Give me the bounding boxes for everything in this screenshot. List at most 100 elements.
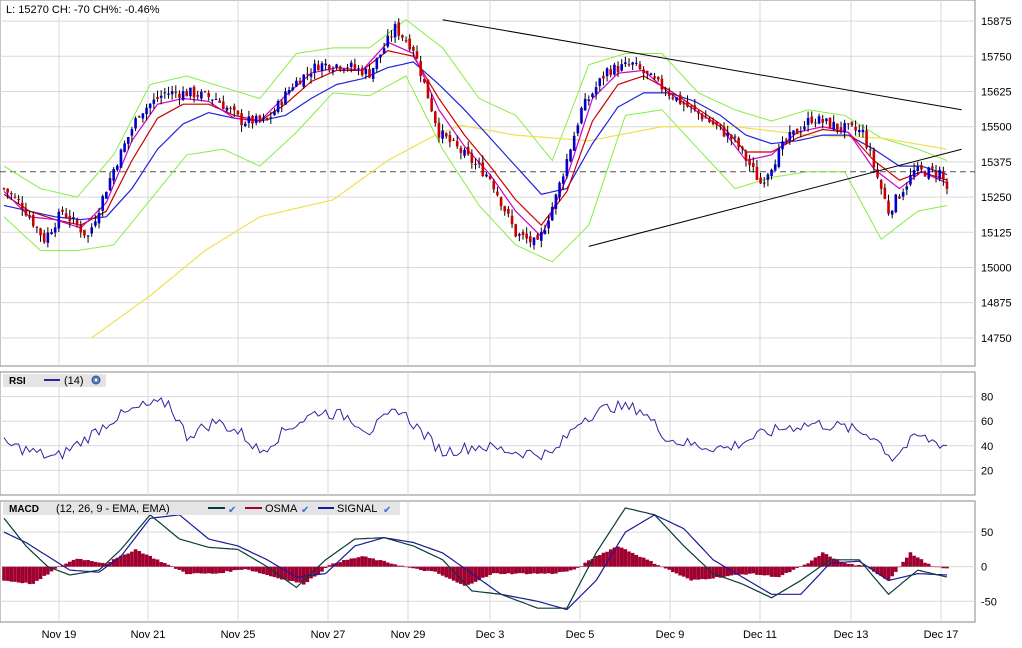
osma-bar [561, 566, 566, 572]
candle-body [243, 123, 247, 127]
candle-body [368, 69, 371, 78]
candle-body [868, 149, 872, 151]
candle-body [649, 73, 653, 76]
osma-bar [371, 558, 375, 567]
osma-bar [663, 566, 668, 569]
macd-params: (12, 26, 9 - EMA, EMA) [56, 503, 170, 515]
candle-body [722, 127, 726, 137]
osma-bar [462, 566, 467, 586]
osma-bar [484, 566, 489, 577]
candle-body [79, 225, 83, 233]
osma-bar [766, 566, 770, 576]
osma-bar [9, 566, 14, 582]
osma-bar [524, 566, 529, 575]
candle-body [890, 210, 894, 215]
osma-bar [883, 566, 887, 579]
price-tick-label: 15500 [981, 122, 1012, 134]
osma-bar [532, 566, 536, 574]
candle-body [682, 102, 686, 105]
candle-body [75, 219, 79, 226]
macd-check-icon[interactable]: ✔ [228, 505, 236, 516]
osma-bar [634, 554, 639, 567]
candle-body [229, 107, 232, 109]
osma-bar [660, 566, 664, 568]
osma-bar [144, 554, 149, 567]
candle-body [912, 170, 916, 177]
osma-label: OSMA [265, 503, 298, 515]
x-tick-label: Nov 29 [391, 629, 426, 641]
candle-body [938, 169, 941, 179]
candle-body [583, 98, 587, 111]
osma-bar [692, 566, 697, 580]
osma-bar [758, 566, 763, 576]
osma-bar [470, 566, 474, 584]
osma-bar [576, 566, 580, 568]
candle-body [17, 198, 20, 201]
candle-body [42, 233, 46, 243]
osma-bar [86, 560, 90, 567]
osma-bar [535, 566, 540, 574]
macd-legend: MACD (12, 26, 9 - EMA, EMA) ✔ OSMA ✔ SIG… [3, 502, 400, 516]
candle-body [401, 35, 404, 38]
candle-body [803, 126, 806, 130]
osma-bar [623, 549, 628, 567]
osma-bar [608, 549, 613, 567]
osma-bar [572, 566, 576, 570]
candle-body [448, 134, 452, 142]
candle-body [485, 174, 488, 177]
osma-bar [323, 566, 328, 569]
x-tick-label: Dec 13 [834, 629, 869, 641]
candle-body [119, 149, 123, 168]
gear-icon[interactable] [91, 375, 101, 385]
osma-bar [404, 566, 408, 568]
osma-check-icon[interactable]: ✔ [301, 505, 309, 516]
candle-body [861, 129, 865, 133]
osma-bar [170, 566, 174, 567]
candle-body [598, 78, 602, 87]
candle-body [419, 61, 422, 77]
osma-bar [777, 566, 781, 578]
osma-bar [619, 547, 624, 567]
candle-body [141, 113, 145, 119]
candle-body [101, 196, 104, 211]
osma-bar [817, 555, 821, 567]
osma-bar [506, 566, 511, 574]
candle-body [730, 134, 733, 139]
candle-body [130, 129, 134, 136]
osma-bar [389, 563, 394, 567]
price-panel: 14750 14875 15000 15125 15250 15375 15500 15625… [0, 0, 1012, 367]
osma-bar [934, 566, 938, 568]
candle-body [693, 105, 697, 110]
osma-bar [806, 563, 810, 567]
osma-bar [119, 555, 123, 567]
osma-bar [652, 563, 657, 567]
ema-slow-line [3, 61, 948, 221]
x-tick-label: Dec 17 [924, 629, 959, 641]
osma-bar [448, 566, 452, 579]
osma-bar [820, 552, 825, 567]
candle-body [269, 117, 273, 119]
osma-bar [152, 558, 156, 567]
osma-bar [802, 564, 807, 567]
osma-bar [279, 566, 284, 580]
osma-bar [217, 566, 222, 574]
osma-bar [897, 566, 902, 568]
candle-body [671, 97, 675, 99]
candle-body [108, 178, 112, 191]
candle-body [346, 67, 349, 69]
osma-bar [667, 566, 672, 570]
osma-bar [35, 566, 39, 581]
osma-bar [798, 566, 803, 567]
rsi-tick-label: 40 [981, 441, 993, 453]
candle-body [616, 65, 620, 73]
osma-bar [422, 566, 427, 572]
candle-body [602, 75, 605, 79]
signal-check-icon[interactable]: ✔ [383, 505, 391, 516]
candle-body [631, 62, 634, 65]
quote-text: L: 15270 CH: -70 CH%: -0.46% [6, 4, 160, 16]
osma-bar [722, 566, 726, 577]
rsi-marks [3, 397, 948, 462]
candle-body [53, 227, 57, 233]
candle-body [430, 98, 433, 112]
osma-bar [407, 566, 412, 568]
